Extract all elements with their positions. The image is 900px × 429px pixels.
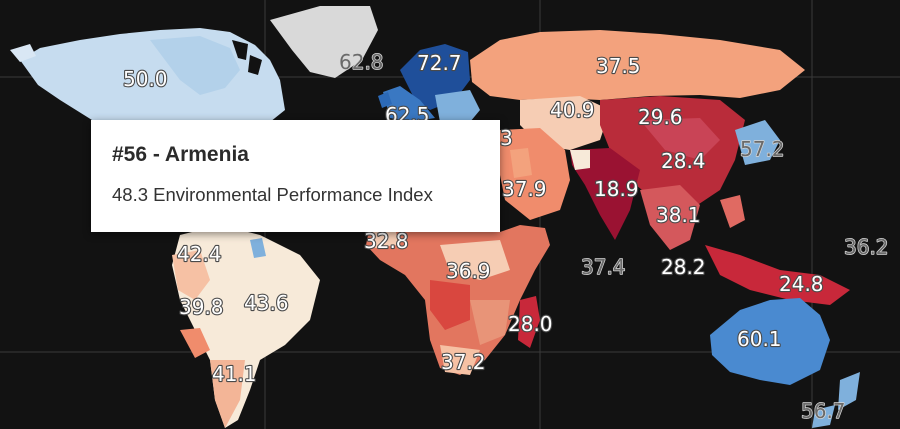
region-greenland[interactable] bbox=[270, 6, 378, 78]
region-middle-east[interactable] bbox=[498, 128, 570, 220]
region-africa[interactable] bbox=[366, 215, 550, 375]
label-brazil: 43.6 bbox=[244, 291, 289, 315]
label-madagascar: 28.0 bbox=[508, 312, 553, 336]
label-greenland: 62.8 bbox=[339, 50, 384, 74]
value-labels: 50.0 62.8 72.7 62.5 37.5 40.9 29.6 28.4 … bbox=[122, 49, 889, 423]
label-china: 29.6 bbox=[638, 105, 683, 129]
label-southern-africa: 37.2 bbox=[441, 350, 486, 374]
label-indonesia: 24.8 bbox=[779, 272, 824, 296]
region-europe[interactable] bbox=[378, 44, 480, 122]
region-oceania[interactable] bbox=[710, 298, 860, 428]
region-south-america[interactable] bbox=[172, 225, 320, 428]
tooltip-value: 48.3 Environmental Performance Index bbox=[112, 184, 433, 205]
tooltip-title: #56 - Armenia bbox=[112, 143, 249, 166]
label-russia: 37.5 bbox=[596, 54, 641, 78]
label-new-zealand: 56.7 bbox=[801, 399, 846, 423]
label-central-asia: 40.9 bbox=[550, 98, 595, 122]
label-indian-ocean: 37.4 bbox=[581, 255, 626, 279]
label-central-africa: 36.9 bbox=[446, 259, 491, 283]
label-india: 18.9 bbox=[594, 177, 639, 201]
label-colombia: 42.4 bbox=[177, 242, 222, 266]
region-asia[interactable] bbox=[520, 96, 850, 305]
region-russia[interactable] bbox=[470, 30, 805, 100]
label-east-china: 28.4 bbox=[661, 149, 706, 173]
label-peru: 39.8 bbox=[179, 295, 224, 319]
label-north-america: 50.0 bbox=[123, 67, 168, 91]
label-scandinavia: 72.7 bbox=[417, 51, 462, 75]
label-pacific: 36.2 bbox=[844, 235, 889, 259]
label-argentina: 41.1 bbox=[212, 362, 257, 386]
label-partial: 3 bbox=[500, 126, 513, 150]
label-japan: 57.2 bbox=[740, 137, 785, 161]
label-middle-east: 37.9 bbox=[502, 177, 547, 201]
region-north-america[interactable] bbox=[10, 28, 285, 122]
country-tooltip: #56 - Armenia 48.3 Environmental Perform… bbox=[91, 120, 500, 232]
label-southeast-asia: 38.1 bbox=[656, 203, 701, 227]
label-west-africa: 32.8 bbox=[364, 229, 409, 253]
label-malaysia: 28.2 bbox=[661, 255, 706, 279]
label-australia: 60.1 bbox=[737, 327, 782, 351]
